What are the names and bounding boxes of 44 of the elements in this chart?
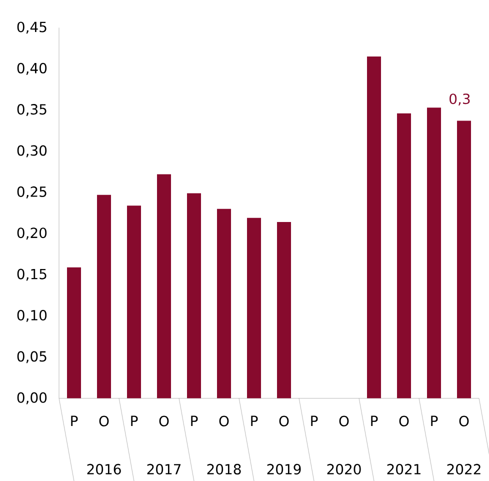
x-tick-label: P — [431, 416, 438, 426]
bar — [397, 113, 412, 398]
y-tick-label: 0,30 — [17, 145, 47, 158]
text: 2019 — [267, 464, 301, 474]
y-tick-label: 0,20 — [17, 228, 47, 240]
x-tick-label: O — [99, 416, 109, 426]
text: 2020 — [327, 464, 361, 474]
x-tick-label: O — [399, 416, 409, 426]
bar — [67, 267, 82, 398]
bar — [367, 56, 382, 398]
bar — [97, 194, 112, 398]
x-tick-label: P — [251, 416, 258, 426]
x-tick-label: P — [71, 416, 78, 426]
bar — [277, 222, 292, 398]
x-tick-label: O — [459, 416, 469, 426]
bar — [187, 193, 202, 398]
bar — [247, 218, 262, 398]
x-tick-label: P — [311, 416, 318, 426]
bar — [427, 108, 442, 398]
x-tick-label: P — [371, 416, 378, 426]
bar — [157, 174, 172, 398]
x-tick-label: P — [191, 416, 198, 426]
x-tick-label: P — [131, 416, 138, 426]
text: 2016 — [87, 464, 121, 474]
x-tick-label: O — [219, 416, 229, 426]
y-tick-label: 0,10 — [17, 310, 47, 322]
text: 2022 — [447, 464, 480, 474]
x-tick-label: O — [339, 416, 349, 426]
y-tick-label: 0,40 — [17, 62, 47, 75]
data-label: 0,3 — [450, 94, 470, 106]
y-tick-label: 0,15 — [17, 268, 46, 281]
bar — [457, 120, 472, 398]
y-tick-label: 0,00 — [17, 392, 47, 404]
text: 2021 — [387, 464, 420, 474]
y-tick-label: 0,05 — [17, 351, 46, 364]
x-tick-label: O — [279, 416, 289, 426]
text: 2017 — [147, 464, 181, 474]
y-tick-label: 0,35 — [17, 104, 46, 116]
bar — [217, 208, 232, 398]
text: 2018 — [207, 464, 241, 474]
bar — [127, 206, 142, 398]
x-tick-label: O — [159, 416, 169, 426]
y-tick-label: 0,25 — [17, 186, 46, 198]
y-tick-label: 0,45 — [17, 22, 46, 34]
